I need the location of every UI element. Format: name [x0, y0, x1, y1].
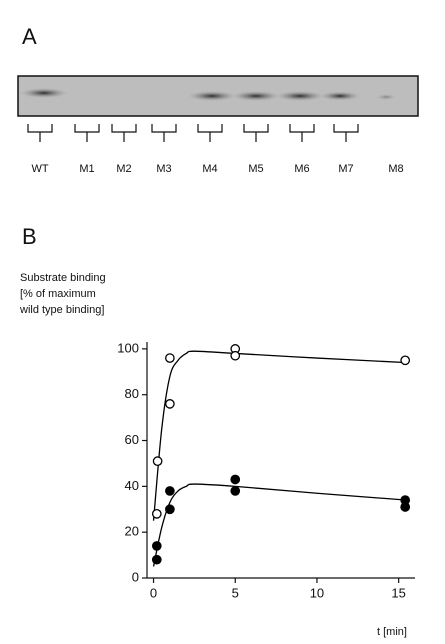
lane-label: M8 — [388, 163, 403, 175]
lane-label: M1 — [79, 163, 94, 175]
data-point — [231, 487, 239, 495]
lane-bracket — [28, 124, 52, 142]
x-tick-label: 10 — [310, 585, 324, 600]
y-tick-label: 60 — [125, 432, 139, 447]
fit-curve — [154, 484, 407, 566]
data-point — [153, 457, 161, 465]
panel-label: A — [22, 24, 37, 49]
lane-bracket — [198, 124, 222, 142]
data-point — [231, 352, 239, 360]
lane-bracket — [112, 124, 136, 142]
band — [20, 88, 68, 98]
lane-label: M3 — [156, 163, 171, 175]
data-point — [401, 356, 409, 364]
lane-bracket — [244, 124, 268, 142]
data-point — [231, 475, 239, 483]
lane-bracket — [75, 124, 99, 142]
band — [232, 91, 280, 101]
page: A B WT M1 M2 M3 M4 M5 M6 M7 M8 Substrate binding [… — [0, 0, 445, 644]
y-tick-label: 100 — [117, 340, 139, 355]
band — [188, 91, 236, 101]
y-axis-label: wild type binding] — [19, 304, 104, 316]
y-tick-label: 0 — [132, 569, 139, 584]
lane-label: M7 — [338, 163, 353, 175]
figure: A B WT M1 M2 M3 M4 M5 M6 M7 M8 Substrate binding [… — [0, 0, 445, 644]
lane-label: M5 — [248, 163, 263, 175]
y-tick-label: 40 — [125, 478, 139, 493]
lane-label: M6 — [294, 163, 309, 175]
lane-bracket — [290, 124, 314, 142]
band — [320, 92, 360, 101]
band — [276, 91, 324, 101]
lane-bracket — [334, 124, 358, 142]
y-axis-label: Substrate binding — [20, 272, 106, 284]
data-point — [401, 503, 409, 511]
fit-curve — [154, 351, 407, 521]
x-tick-label: 15 — [391, 585, 405, 600]
data-point — [166, 487, 174, 495]
lane-bracket — [152, 124, 176, 142]
data-point — [153, 542, 161, 550]
lane-label: WT — [31, 163, 48, 175]
y-tick-label: 20 — [125, 524, 139, 539]
x-axis-label: t [min] — [377, 626, 407, 638]
y-tick-label: 80 — [125, 386, 139, 401]
panel-label: B — [22, 224, 37, 249]
data-point — [153, 510, 161, 518]
x-tick-label: 5 — [232, 585, 239, 600]
data-point — [166, 400, 174, 408]
x-tick-label: 0 — [150, 585, 157, 600]
y-axis-label: [% of maximum — [20, 288, 96, 300]
data-point — [153, 555, 161, 563]
data-point — [166, 354, 174, 362]
lane-label: M4 — [202, 163, 217, 175]
band — [376, 94, 396, 100]
data-point — [166, 505, 174, 513]
lane-label: M2 — [116, 163, 131, 175]
